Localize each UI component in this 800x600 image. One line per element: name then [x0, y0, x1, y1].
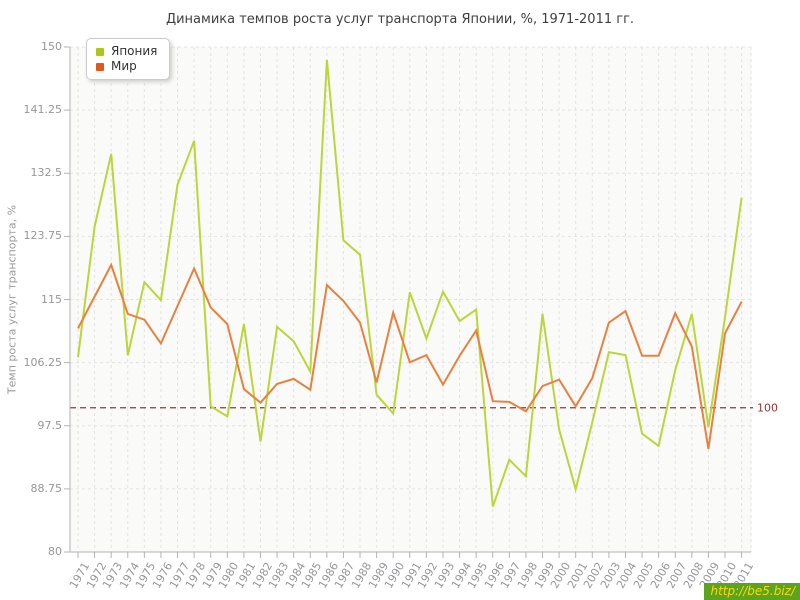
legend: Япония Мир [86, 38, 171, 80]
y-tick-label: 115 [41, 292, 62, 306]
y-tick-label: 97.5 [37, 418, 63, 432]
reference-line-label: 100 [757, 402, 778, 415]
legend-item-japan: Япония [96, 44, 157, 59]
plot-background [70, 47, 751, 552]
y-tick-label: 123.75 [23, 229, 63, 243]
legend-label-world: Мир [111, 59, 137, 73]
japan-series-swatch-icon [96, 47, 104, 56]
y-tick-label: 88.75 [30, 481, 63, 495]
legend-item-world: Мир [96, 59, 157, 74]
series-line-japan [77, 59, 743, 507]
y-tick-label: 132.5 [30, 166, 63, 180]
y-tick-label: 106.25 [23, 355, 63, 369]
y-tick-label: 150 [41, 40, 62, 53]
series-line-world [77, 262, 743, 449]
watermark-link[interactable]: http://be5.biz/ [704, 583, 800, 600]
y-tick-label: 80 [48, 545, 62, 558]
y-tick-label: 141.25 [23, 103, 63, 117]
legend-label-japan: Япония [111, 44, 158, 58]
chart-title: Динамика темпов роста услуг транспорта Я… [165, 12, 635, 27]
y-axis-title: Темп роста услуг транспорта, % [5, 204, 19, 395]
world-series-swatch-icon [96, 62, 104, 71]
